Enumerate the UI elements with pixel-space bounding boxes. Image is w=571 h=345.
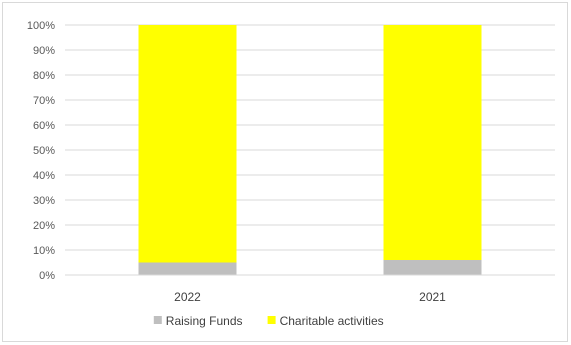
y-tick-label: 20% [33, 220, 55, 232]
legend-label-raising-funds: Raising Funds [166, 314, 243, 328]
y-tick-label: 100% [27, 20, 55, 32]
bar-segment-2021-charitable-activities [383, 25, 482, 260]
bar-segment-2022-charitable-activities [138, 25, 237, 263]
x-category-label: 2022 [174, 290, 201, 304]
legend-swatch-charitable-activities [267, 316, 276, 324]
bar-segment-2022-raising-funds [138, 262, 237, 275]
x-axis-categories: 2022 2021 [174, 290, 446, 304]
y-tick-label: 40% [33, 170, 55, 182]
y-tick-label: 90% [33, 45, 55, 57]
legend-label-charitable-activities: Charitable activities [280, 314, 384, 328]
y-tick-label: 80% [33, 70, 55, 82]
legend: Raising Funds Charitable activities [153, 314, 384, 328]
chart-frame: 0% 10% 20% 30% 40% 50% 60% 70% 80% 90% 100% 2022 20… [2, 2, 568, 342]
stacked-bar-chart: 0%10%20%30%40%50%60%70%80%90%100% 2022 20… [27, 20, 555, 328]
x-category-label: 2021 [419, 290, 446, 304]
bars [138, 25, 482, 275]
y-tick-label: 30% [33, 195, 55, 207]
y-tick-label: 0% [39, 270, 55, 282]
legend-swatch-raising-funds [153, 316, 162, 324]
y-tick-label: 50% [33, 145, 55, 157]
y-axis-ticks: 0% 10% 20% 30% 40% 50% 60% 70% 80% 90% 100% [27, 20, 55, 282]
y-tick-label: 10% [33, 245, 55, 257]
bar-segment-2021-raising-funds [383, 260, 482, 275]
y-tick-label: 60% [33, 120, 55, 132]
y-tick-label: 70% [33, 95, 55, 107]
